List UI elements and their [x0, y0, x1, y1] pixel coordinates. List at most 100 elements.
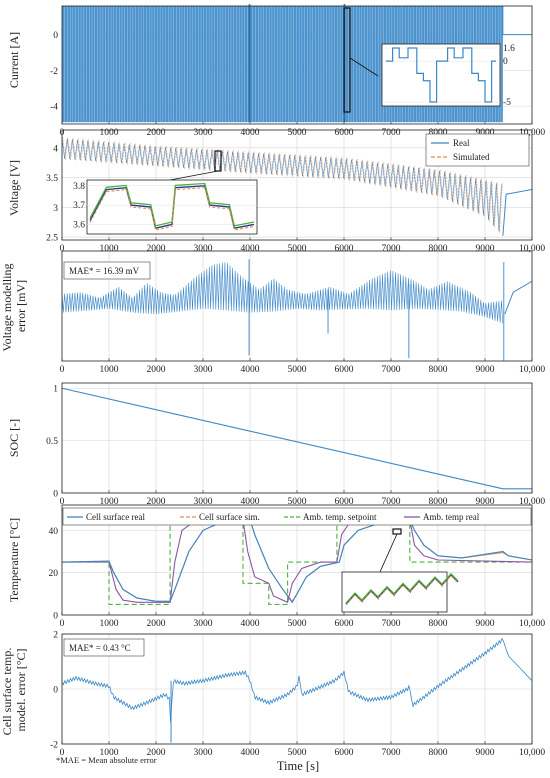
surface-temp-error-series-line — [61, 637, 532, 743]
x-tick-label: 3000 — [194, 244, 213, 254]
voltage-y-ticks: 2.5 3 3.5 4 — [46, 144, 58, 243]
y-tick-label: 0 — [53, 31, 58, 41]
voltage-series-real — [61, 138, 502, 232]
x-tick-label: 1000 — [100, 365, 119, 375]
x-tick-label: 4000 — [241, 619, 260, 629]
voltage-x-ticks: 0 1000 2000 3000 4000 5000 6000 7000 8000 9000 10,… — [60, 244, 546, 254]
surface-temp-error-mae-box — [63, 638, 145, 657]
current-y-ticks: 0 -2 -4 — [50, 31, 58, 113]
temperature-zoom-connector — [379, 533, 398, 573]
x-tick-label: 4000 — [241, 497, 260, 507]
y-tick-label: -2 — [50, 741, 58, 751]
soc-y-ticks: 00.51 — [46, 385, 58, 500]
x-tick-label: 1000 — [100, 748, 119, 758]
panel-soc: SOC [-] 0 1000 2000 3000 4000 5000 6000 7000 800… — [7, 382, 545, 507]
soc-plot-frame — [61, 382, 533, 494]
x-tick-label: 0 — [60, 365, 65, 375]
y-tick-label: -4 — [50, 103, 58, 113]
voltage-error-trace — [61, 262, 503, 324]
current-ylabel: Current [A] — [7, 32, 21, 88]
temperature-ylabel: Temperature [°C] — [7, 518, 21, 602]
x-tick-label: 10,000 — [519, 365, 545, 375]
voltage-error-x-ticks: 0 1000 2000 3000 4000 5000 6000 7000 8000 9000 10,… — [60, 365, 546, 375]
voltage-error-series-line — [61, 259, 533, 361]
current-inset-tick-label: -5 — [503, 98, 511, 108]
footnote: *MAE = Mean absolute error — [56, 755, 157, 765]
x-tick-label: 10,000 — [519, 244, 545, 254]
surface-temp-error-ylabel-line2: model. error [°C] — [14, 648, 28, 731]
x-tick-label: 7000 — [382, 244, 401, 254]
x-tick-label: 9000 — [476, 365, 495, 375]
x-tick-label: 8000 — [429, 365, 448, 375]
temperature-zoom-marker — [392, 528, 402, 535]
voltage-ylabel: Voltage [V] — [7, 160, 21, 216]
voltage-legend: Real Simulated — [425, 133, 530, 167]
x-tick-label: 3000 — [194, 365, 213, 375]
voltage-zoom-connector — [169, 170, 219, 181]
temperature-inset-trace — [345, 573, 459, 605]
voltage-error-ylabel-line2: error [mV] — [14, 280, 28, 332]
voltage-inset-tick-label: 3.7 — [73, 201, 85, 211]
y-tick-label: 0 — [53, 686, 58, 696]
x-tick-label: 3000 — [194, 748, 213, 758]
x-tick-label: 7000 — [382, 619, 401, 629]
x-tick-label: 6000 — [335, 497, 354, 507]
x-tick-label: 6000 — [335, 748, 354, 758]
x-tick-label: 0 — [60, 748, 65, 758]
x-tick-label: 10,000 — [519, 497, 545, 507]
temperature-legend-amb-real: Amb. temp real — [423, 512, 480, 522]
y-tick-label: 0 — [53, 612, 58, 622]
x-tick-label: 4000 — [241, 365, 260, 375]
surface-temp-error-plot-frame — [61, 633, 533, 745]
current-inset-frame — [381, 43, 501, 107]
current-zoom-marker — [343, 7, 351, 113]
voltage-error-mae-label: MAE* = 16.39 mV — [69, 266, 140, 276]
x-tick-label: 2000 — [147, 365, 166, 375]
voltage-error-mae-box — [63, 261, 151, 280]
soc-grid — [61, 383, 533, 494]
y-tick-label: 0 — [53, 490, 58, 500]
y-tick-label: 40 — [49, 527, 59, 537]
y-tick-label: 2.5 — [46, 234, 58, 244]
x-tick-label: 2000 — [147, 748, 166, 758]
x-tick-label: 2000 — [147, 619, 166, 629]
y-tick-label: -2 — [50, 67, 58, 77]
panel-surface-temp-error: Cell surface temp. model. error [°C] 0 10… — [0, 631, 545, 759]
voltage-legend-real: Real — [453, 138, 470, 148]
y-tick-label: 4 — [53, 144, 58, 154]
panel-temperature: Temperature [°C] 0 1000 2000 3000 4000 5000 60… — [7, 504, 545, 629]
x-tick-label: 8000 — [429, 748, 448, 758]
voltage-inset-tick-label: 3.8 — [73, 182, 85, 192]
voltage-plot-frame — [61, 129, 533, 241]
x-tick-label: 5000 — [288, 748, 307, 758]
y-tick-label: 3.5 — [46, 174, 58, 184]
panel-voltage: Voltage [V] 0 1000 2000 3000 4000 5000 6000 700… — [7, 129, 546, 254]
panel-current: Current [A] 0100020003000400050006000700… — [7, 4, 545, 138]
x-tick-label: 0 — [60, 619, 65, 629]
x-tick-label: 5000 — [288, 619, 307, 629]
x-axis-label: Time [s] — [277, 759, 319, 773]
x-tick-label: 10,000 — [519, 748, 545, 758]
voltage-rest-line — [502, 188, 533, 236]
x-tick-label: 5000 — [288, 244, 307, 254]
x-tick-label: 5000 — [288, 497, 307, 507]
temperature-inset-trace — [345, 575, 459, 606]
x-tick-label: 8000 — [429, 619, 448, 629]
x-tick-label: 9000 — [476, 244, 495, 254]
temperature-plot-frame — [61, 504, 533, 616]
current-inset: 1.6 0 -5 — [381, 43, 515, 108]
soc-ylabel: SOC [-] — [7, 419, 21, 457]
x-tick-label: 9000 — [476, 748, 495, 758]
soc-series-line — [61, 387, 532, 490]
surface-temp-error-ylabel-line1: Cell surface temp. — [0, 648, 14, 736]
y-tick-label: 2 — [53, 631, 58, 641]
temperature-legend-cell-sim: Cell surface sim. — [199, 512, 260, 522]
surface-temp-error-x-ticks: 0 1000 2000 3000 4000 5000 6000 7000 8000 9000 10,… — [60, 748, 546, 758]
temperature-y-ticks: 0 20 40 — [49, 527, 59, 622]
x-tick-label: 1000 — [100, 619, 119, 629]
voltage-error-plot-frame — [61, 250, 533, 362]
temperature-legend: Cell surface real Cell surface sim. Amb.… — [62, 507, 532, 526]
x-tick-label: 9000 — [476, 619, 495, 629]
voltage-legend-simulated: Simulated — [453, 152, 490, 162]
